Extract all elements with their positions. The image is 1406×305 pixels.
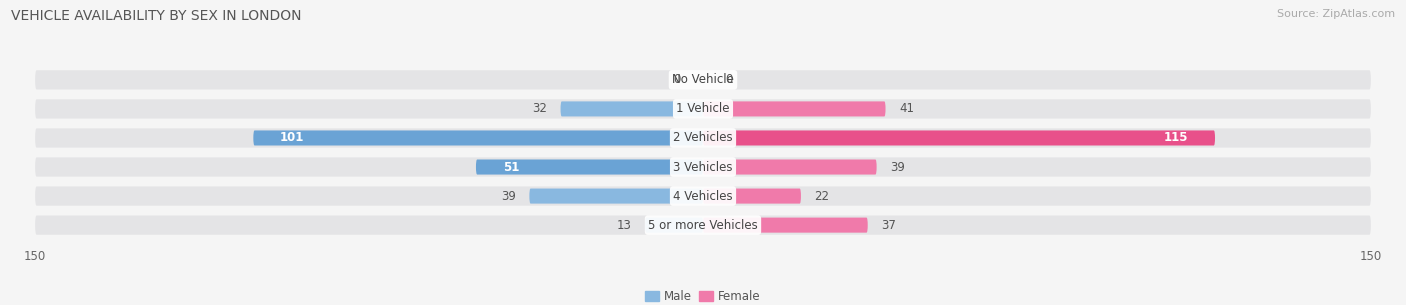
Text: 0: 0 — [725, 74, 733, 86]
FancyBboxPatch shape — [35, 216, 1371, 235]
FancyBboxPatch shape — [703, 160, 877, 174]
FancyBboxPatch shape — [561, 101, 703, 117]
FancyBboxPatch shape — [529, 188, 703, 204]
FancyBboxPatch shape — [35, 128, 1371, 148]
Text: 39: 39 — [890, 160, 905, 174]
FancyBboxPatch shape — [703, 131, 1215, 145]
FancyBboxPatch shape — [35, 70, 1371, 89]
FancyBboxPatch shape — [35, 99, 1371, 119]
FancyBboxPatch shape — [703, 101, 886, 117]
FancyBboxPatch shape — [645, 217, 703, 233]
Text: 32: 32 — [533, 102, 547, 115]
FancyBboxPatch shape — [703, 188, 801, 204]
Text: 51: 51 — [502, 160, 519, 174]
Text: 39: 39 — [501, 190, 516, 203]
Text: VEHICLE AVAILABILITY BY SEX IN LONDON: VEHICLE AVAILABILITY BY SEX IN LONDON — [11, 9, 302, 23]
Text: Source: ZipAtlas.com: Source: ZipAtlas.com — [1277, 9, 1395, 19]
Text: 41: 41 — [898, 102, 914, 115]
Text: 5 or more Vehicles: 5 or more Vehicles — [648, 219, 758, 231]
FancyBboxPatch shape — [253, 131, 703, 145]
Legend: Male, Female: Male, Female — [641, 285, 765, 305]
Text: No Vehicle: No Vehicle — [672, 74, 734, 86]
FancyBboxPatch shape — [703, 217, 868, 233]
FancyBboxPatch shape — [35, 186, 1371, 206]
FancyBboxPatch shape — [475, 160, 703, 174]
FancyBboxPatch shape — [35, 157, 1371, 177]
Text: 1 Vehicle: 1 Vehicle — [676, 102, 730, 115]
Text: 4 Vehicles: 4 Vehicles — [673, 190, 733, 203]
Text: 115: 115 — [1164, 131, 1188, 145]
Text: 2 Vehicles: 2 Vehicles — [673, 131, 733, 145]
Text: 37: 37 — [882, 219, 896, 231]
Text: 101: 101 — [280, 131, 305, 145]
Text: 0: 0 — [673, 74, 681, 86]
Text: 13: 13 — [617, 219, 631, 231]
Text: 3 Vehicles: 3 Vehicles — [673, 160, 733, 174]
Text: 22: 22 — [814, 190, 830, 203]
